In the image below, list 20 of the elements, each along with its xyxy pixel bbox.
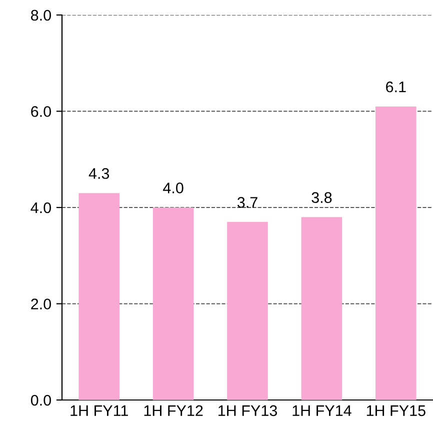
data-label: 3.8 (312, 192, 332, 203)
y-tick-label: 4.0 (30, 202, 51, 214)
data-label: 4.0 (163, 182, 184, 194)
x-tick-label: 1H FY12 (144, 405, 203, 416)
x-tick-label: 1H FY13 (218, 405, 277, 416)
x-tick-label: 1H FY15 (366, 405, 426, 416)
y-tick-label: 8.0 (31, 10, 51, 21)
bar (375, 106, 416, 400)
bar (152, 208, 194, 400)
y-tick-label: 2.0 (31, 298, 51, 310)
data-label: 4.3 (88, 168, 110, 179)
y-tick-label: 0.0 (30, 394, 51, 406)
data-label: 3.7 (237, 196, 258, 208)
bar (227, 222, 268, 400)
y-tick-label: 6.0 (31, 106, 51, 117)
data-label: 6.1 (386, 81, 406, 92)
bar (78, 193, 120, 400)
bar (301, 217, 342, 400)
x-tick-label: 1H FY11 (70, 405, 128, 416)
x-tick-label: 1H FY14 (292, 405, 352, 416)
